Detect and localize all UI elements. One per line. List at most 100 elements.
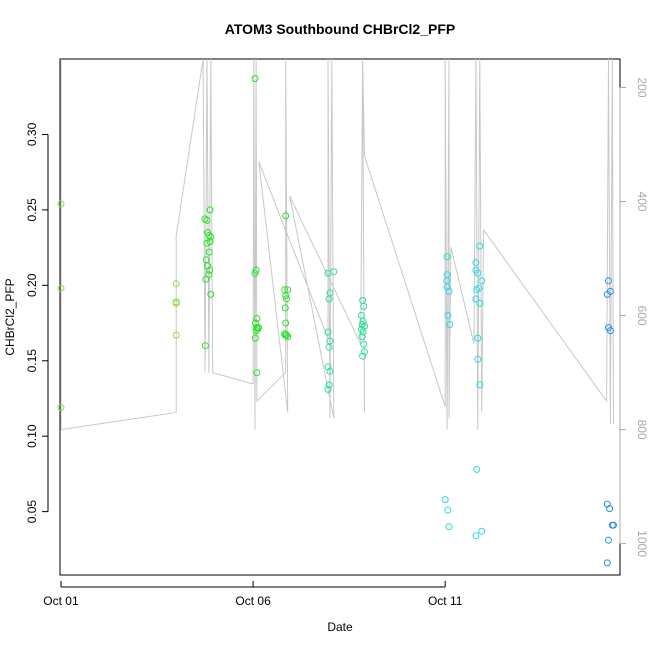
data-point	[251, 334, 259, 342]
right-tick-label: 600	[635, 306, 649, 326]
data-point	[172, 299, 180, 307]
y-tick-label: 0.25	[25, 198, 39, 222]
data-point	[476, 299, 484, 307]
data-point	[361, 348, 368, 356]
data-point	[606, 327, 614, 335]
data-point	[253, 315, 261, 322]
right-axis: 200 400 600 800 1000	[619, 77, 649, 557]
data-point	[475, 284, 483, 292]
data-point	[358, 333, 366, 341]
data-point	[57, 284, 65, 292]
data-point	[610, 521, 617, 529]
data-point	[474, 334, 482, 342]
data-point	[443, 253, 451, 261]
data-point	[476, 381, 484, 389]
right-tick-label: 200	[635, 77, 649, 97]
altitude-line	[60, 58, 614, 431]
data-point	[57, 404, 65, 411]
y-tick-label: 0.20	[25, 273, 39, 297]
chart-title: ATOM3 Southbound CHBrCl2_PFP	[225, 21, 455, 37]
data-point	[330, 268, 338, 276]
data-point	[444, 312, 452, 319]
y-tick-label: 0.15	[25, 349, 39, 373]
y-tick-label: 0.30	[25, 122, 39, 146]
data-point	[324, 385, 332, 393]
y-tick-label: 0.10	[25, 424, 39, 448]
data-point	[282, 292, 290, 300]
data-point	[206, 206, 214, 214]
data-point	[478, 527, 486, 535]
plot-frame	[59, 58, 621, 576]
data-point	[325, 295, 333, 303]
data-point	[205, 248, 213, 256]
data-point	[445, 523, 453, 531]
y-axis: 0.05 0.10 0.15 0.20 0.25 0.30	[25, 122, 49, 524]
data-point	[360, 340, 368, 348]
altitude-line-layer	[60, 58, 614, 431]
x-tick-label: Oct 11	[428, 594, 463, 608]
data-point	[252, 266, 260, 274]
right-tick-label: 1000	[635, 530, 649, 557]
data-point	[325, 381, 333, 389]
data-point	[474, 355, 482, 363]
data-point	[203, 239, 211, 247]
data-point	[445, 287, 453, 295]
data-point	[446, 321, 454, 328]
data-point	[204, 262, 212, 270]
data-point	[603, 290, 611, 298]
data-point	[254, 324, 262, 332]
x-axis: Oct 01 Oct 06 Oct 11	[43, 581, 463, 608]
data-point	[474, 269, 482, 277]
y-axis-label: CHBrCl2_PFP	[3, 278, 17, 355]
data-point	[359, 318, 367, 325]
data-point	[251, 269, 259, 277]
data-point	[326, 367, 334, 375]
data-point	[443, 283, 451, 291]
data-point	[201, 215, 209, 223]
data-point	[359, 352, 367, 360]
data-point	[207, 290, 215, 298]
x-tick-label: Oct 01	[43, 594, 79, 608]
right-tick-label: 800	[635, 420, 649, 440]
data-point	[441, 496, 449, 504]
data-point	[205, 271, 213, 279]
data-point	[605, 536, 612, 544]
data-point	[172, 280, 180, 288]
data-point	[207, 233, 215, 241]
data-point	[444, 506, 452, 514]
data-point	[172, 331, 180, 339]
data-point	[203, 216, 211, 224]
y-tick-label: 0.05	[25, 500, 39, 524]
data-point	[472, 259, 480, 267]
data-point	[201, 342, 209, 350]
right-tick-label: 400	[635, 192, 649, 212]
data-point	[253, 369, 261, 377]
data-point	[284, 333, 292, 341]
data-point	[282, 319, 290, 327]
data-point	[360, 302, 368, 310]
data-point	[283, 331, 290, 339]
x-axis-label: Date	[327, 620, 353, 634]
data-point	[283, 295, 290, 303]
data-point	[606, 505, 614, 513]
data-point	[325, 343, 333, 351]
points-layer	[57, 75, 617, 567]
data-point	[324, 328, 332, 336]
data-point	[473, 465, 481, 473]
data-point	[472, 295, 480, 303]
data-point	[476, 242, 484, 250]
data-point	[284, 286, 292, 294]
data-point	[251, 75, 259, 83]
data-point	[605, 277, 612, 285]
data-point	[359, 328, 367, 336]
data-point	[206, 266, 214, 274]
data-point	[603, 559, 611, 567]
data-point	[324, 363, 332, 371]
data-point	[472, 532, 480, 540]
x-tick-label: Oct 06	[235, 594, 271, 608]
data-point	[281, 304, 289, 312]
data-point	[282, 212, 290, 220]
data-point	[478, 277, 486, 285]
data-point	[57, 200, 65, 208]
